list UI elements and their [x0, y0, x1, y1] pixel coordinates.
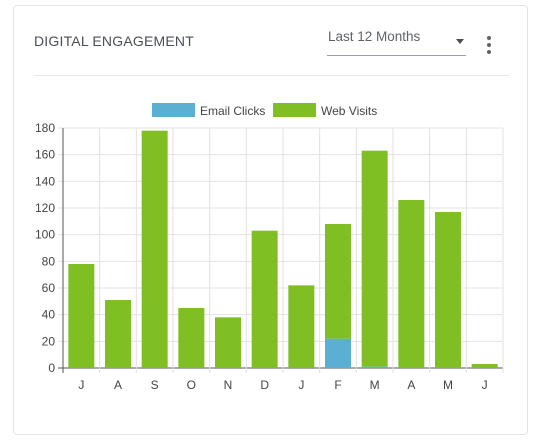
- more-vertical-icon: [487, 36, 491, 40]
- y-tick-label: 120: [35, 201, 55, 215]
- y-tick-label: 160: [35, 148, 55, 162]
- legend-swatch: [273, 103, 316, 117]
- more-vertical-icon-dot: [487, 50, 491, 54]
- x-tick-label: J: [482, 378, 488, 392]
- x-tick-label: J: [78, 378, 84, 392]
- period-select-value: Last 12 Months: [328, 29, 421, 44]
- x-tick-label: A: [407, 378, 415, 392]
- more-vertical-icon-dot: [487, 43, 491, 47]
- legend-label: Email Clicks: [200, 104, 265, 118]
- y-tick-label: 40: [42, 308, 56, 322]
- bar-web-visits: [435, 212, 461, 368]
- y-tick-label: 180: [35, 121, 55, 135]
- bar-web-visits: [361, 150, 388, 367]
- bar-web-visits: [471, 364, 498, 368]
- x-tick-label: A: [114, 378, 122, 392]
- bar-web-visits: [215, 317, 241, 368]
- bar-web-visits: [325, 224, 351, 339]
- legend-swatch: [152, 103, 195, 117]
- x-tick-label: F: [334, 378, 341, 392]
- more-options-button[interactable]: [479, 34, 499, 56]
- card-title: DIGITAL ENGAGEMENT: [34, 33, 194, 49]
- x-tick-label: J: [298, 378, 304, 392]
- y-tick-label: 100: [35, 228, 55, 242]
- bar-web-visits: [141, 130, 168, 368]
- bar-email-clicks: [325, 338, 351, 368]
- x-tick-label: N: [224, 378, 233, 392]
- x-tick-label: M: [370, 378, 380, 392]
- y-tick-label: 80: [42, 254, 56, 268]
- x-tick-label: D: [260, 378, 269, 392]
- bar-web-visits: [105, 300, 131, 368]
- bar-web-visits: [251, 230, 278, 368]
- chevron-down-icon: [456, 39, 464, 44]
- header-divider: [34, 75, 509, 76]
- x-tick-label: M: [443, 378, 453, 392]
- y-tick-label: 0: [48, 361, 55, 375]
- legend-label: Web Visits: [321, 104, 377, 118]
- y-tick-label: 60: [42, 281, 56, 295]
- y-tick-label: 140: [35, 174, 55, 188]
- x-tick-label: O: [187, 378, 196, 392]
- bar-email-clicks: [361, 366, 388, 368]
- bar-web-visits: [178, 308, 205, 368]
- bar-web-visits: [68, 264, 95, 368]
- y-tick-label: 20: [42, 334, 56, 348]
- period-select[interactable]: Last 12 Months: [327, 28, 466, 56]
- x-tick-label: S: [151, 378, 159, 392]
- bar-web-visits: [398, 200, 425, 368]
- bar-web-visits: [288, 285, 315, 368]
